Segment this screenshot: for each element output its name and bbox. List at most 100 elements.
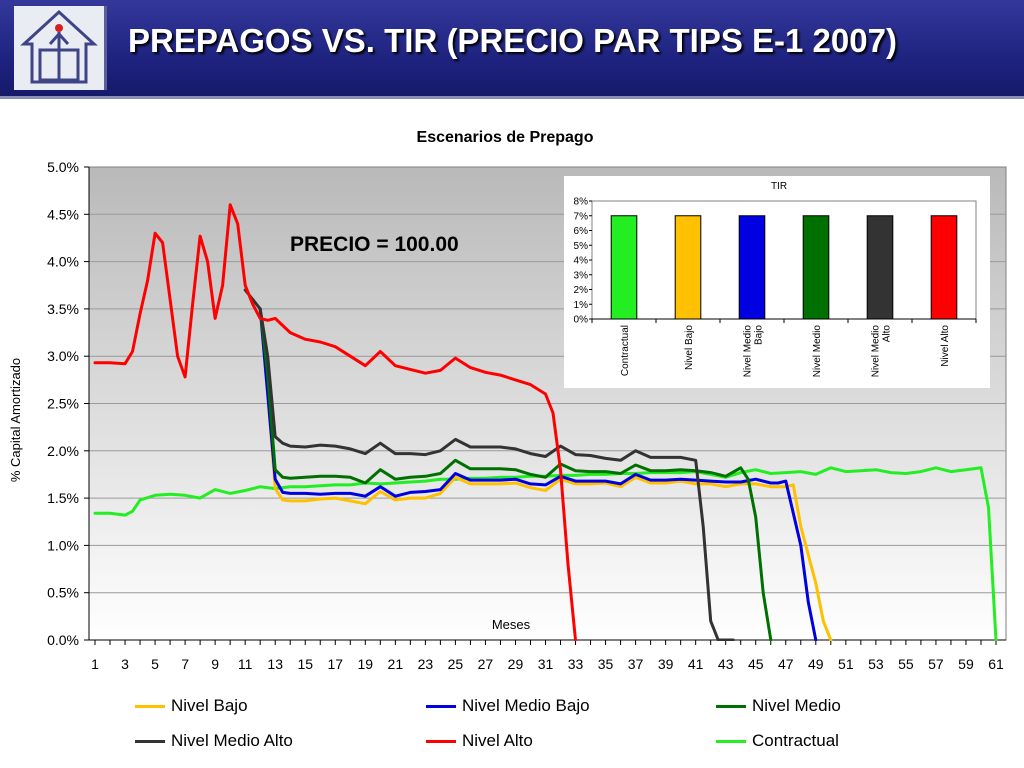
- inset-bar-nivel-alto: [930, 215, 958, 320]
- x-tick-label: 15: [297, 656, 313, 672]
- x-tick-label: 3: [121, 656, 129, 672]
- x-tick-label: 7: [181, 656, 189, 672]
- inset-plot-area: [591, 200, 977, 320]
- x-tick-label: 29: [508, 656, 524, 672]
- x-tick-label: 35: [598, 656, 614, 672]
- inset-category-label: Nivel Bajo: [684, 325, 695, 370]
- x-tick-label: 53: [868, 656, 884, 672]
- x-tick-label: 9: [211, 656, 219, 672]
- inset-category-label-line: Contractual: [620, 325, 631, 376]
- legend-item-nivel-medio-alto: Nivel Medio Alto: [135, 731, 293, 751]
- inset-y-tick-label: 1%: [574, 300, 589, 311]
- legend-label: Nivel Medio Alto: [171, 731, 293, 750]
- inset-bar-nivel-bajo: [674, 215, 702, 320]
- y-tick-label: 0.0%: [47, 632, 79, 648]
- legend-swatch: [135, 739, 165, 743]
- inset-y-tick-label: 8%: [574, 197, 589, 208]
- x-tick-label: 21: [388, 656, 404, 672]
- y-tick-label: 4.5%: [47, 206, 79, 222]
- price-annotation: PRECIO = 100.00: [290, 233, 459, 256]
- inset-y-tick-label: 2%: [574, 285, 589, 296]
- legend-label: Contractual: [752, 731, 839, 750]
- x-tick-label: 55: [898, 656, 914, 672]
- legend-item-nivel-medio: Nivel Medio: [716, 696, 841, 716]
- legend-item-nivel-bajo: Nivel Bajo: [135, 696, 248, 716]
- x-tick-label: 5: [151, 656, 159, 672]
- x-tick-label: 59: [958, 656, 974, 672]
- legend-swatch: [716, 704, 746, 708]
- y-tick-label: 2.5%: [47, 396, 79, 412]
- x-tick-label: 57: [928, 656, 944, 672]
- x-tick-label: 41: [688, 656, 704, 672]
- x-tick-label: 39: [658, 656, 674, 672]
- x-tick-label: 25: [448, 656, 464, 672]
- inset-category-label-line: Nivel Bajo: [684, 325, 695, 370]
- x-tick-label: 51: [838, 656, 854, 672]
- x-tick-label: 11: [238, 656, 253, 672]
- x-tick-label: 19: [358, 656, 374, 672]
- chart-title: Escenarios de Prepago: [417, 129, 594, 146]
- inset-y-tick-label: 3%: [574, 270, 589, 281]
- inset-category-label: Nivel Medio Bajo: [743, 325, 765, 378]
- y-tick-label: 5.0%: [47, 159, 79, 175]
- inset-y-tick-label: 0%: [574, 315, 589, 326]
- legend-label: Nivel Medio: [752, 696, 841, 715]
- y-tick-label: 3.0%: [47, 348, 79, 364]
- inset-category-label-line: Nivel Medio: [812, 325, 823, 378]
- y-tick-label: 2.0%: [47, 443, 79, 459]
- inset-y-tick-label: 6%: [574, 226, 589, 237]
- legend-swatch: [426, 739, 456, 743]
- legend-swatch: [426, 704, 456, 708]
- inset-category-label-line: Bajo: [754, 325, 765, 345]
- prepayment-chart: 0.0% 0.5% 1.0% 1.5% 2.0% 2.5% 3.0% 3.5% 4.0% 4.5%…: [8, 129, 1007, 672]
- x-tick-label: 43: [718, 656, 734, 672]
- series-line-nivel-medio: [258, 307, 773, 641]
- x-axis-label: Meses: [492, 617, 531, 632]
- y-tick-label: 0.5%: [47, 585, 79, 601]
- inset-category-label-line: Nivel Alto: [940, 325, 951, 367]
- inset-category-label: Nivel Medio Alto: [871, 325, 893, 378]
- inset-category-label: Contractual: [620, 325, 631, 376]
- x-tick-label: 31: [538, 656, 554, 672]
- inset-category-label: Nivel Medio: [812, 325, 823, 378]
- x-tick-label: 37: [628, 656, 644, 672]
- y-tick-label: 1.0%: [47, 537, 79, 553]
- legend-label: Nivel Medio Bajo: [462, 696, 590, 715]
- x-tick-label: 13: [267, 656, 283, 672]
- x-tick-label: 45: [748, 656, 764, 672]
- legend-label: Nivel Bajo: [171, 696, 248, 715]
- page-title: PREPAGOS VS. TIR (PRECIO PAR TIPS E-1 20…: [128, 22, 897, 59]
- inset-category-label: Nivel Alto: [940, 325, 951, 367]
- inset-y-tick-label: 7%: [574, 211, 589, 222]
- series-line-nivel-medio-alto: [243, 288, 735, 641]
- inset-y-tick-label: 4%: [574, 256, 589, 267]
- legend-label: Nivel Alto: [462, 731, 533, 750]
- x-tick-label: 49: [808, 656, 824, 672]
- inset-category-label-line: Nivel Medio: [743, 325, 754, 378]
- series-line-nivel-alto: [93, 203, 577, 641]
- y-tick-label: 3.5%: [47, 301, 79, 317]
- x-tick-label: 17: [327, 656, 343, 672]
- inset-bar-contractual: [610, 215, 638, 320]
- legend-item-nivel-alto: Nivel Alto: [426, 731, 533, 751]
- y-tick-label: 1.5%: [47, 490, 79, 506]
- y-tick-label: 4.0%: [47, 254, 79, 270]
- header-divider: [0, 96, 1024, 99]
- inset-category-label-line: Nivel Medio: [871, 325, 882, 378]
- x-tick-label: 47: [778, 656, 794, 672]
- legend-item-nivel-medio-bajo: Nivel Medio Bajo: [426, 696, 590, 716]
- legend-swatch: [135, 704, 165, 708]
- inset-y-tick-label: 5%: [574, 241, 589, 252]
- inset-bar-nivel-medio-bajo: [738, 215, 766, 320]
- x-tick-label: 33: [568, 656, 584, 672]
- inset-bar-nivel-medio: [802, 215, 830, 320]
- x-tick-label: 61: [988, 656, 1004, 672]
- x-tick-label: 23: [418, 656, 434, 672]
- header-bar: [0, 0, 1024, 96]
- inset-category-label-line: Alto: [882, 325, 893, 343]
- legend-swatch: [716, 739, 746, 743]
- series-line-nivel-bajo: [258, 307, 833, 641]
- inset-chart-title: TIR: [771, 181, 787, 192]
- x-tick-label: 1: [91, 656, 99, 672]
- x-tick-label: 27: [478, 656, 494, 672]
